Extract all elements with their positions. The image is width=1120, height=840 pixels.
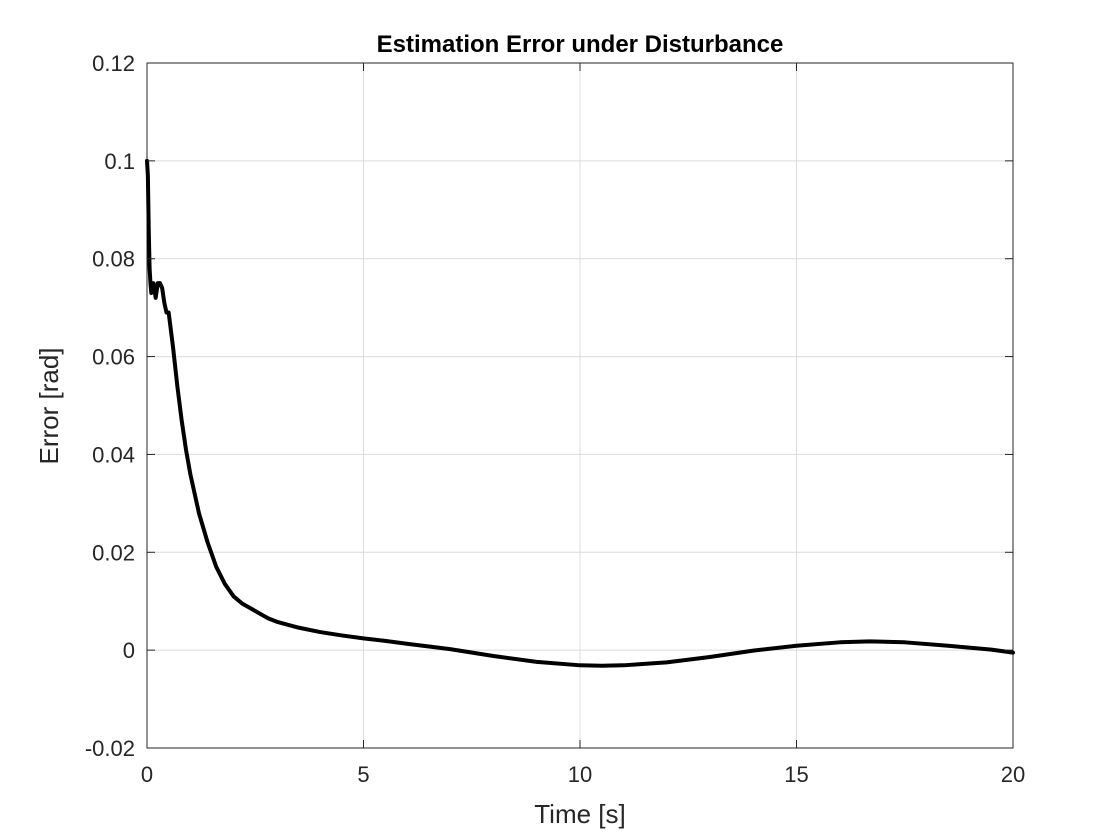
x-tick-label: 10: [568, 762, 592, 787]
y-tick-label: 0.04: [92, 442, 135, 467]
x-tick-label: 0: [141, 762, 153, 787]
x-tick-label: 20: [1001, 762, 1025, 787]
x-axis-label: Time [s]: [534, 799, 625, 829]
y-tick-label: 0: [123, 638, 135, 663]
series-line: [145, 158, 1015, 668]
x-tick-label: 5: [357, 762, 369, 787]
y-axis-label: Error [rad]: [34, 347, 64, 464]
y-tick-label: 0.02: [92, 540, 135, 565]
chart-title: Estimation Error under Disturbance: [377, 31, 784, 58]
y-tick-label: 0.08: [92, 247, 135, 272]
tick-marks: [146, 62, 1014, 749]
x-tick-labels: 0 5 10 15 20: [141, 762, 1025, 787]
y-tick-label: 0.1: [104, 149, 135, 174]
x-tick-label: 15: [784, 762, 808, 787]
y-tick-label: 0.06: [92, 345, 135, 370]
y-tick-label: 0.12: [92, 51, 135, 76]
grid: [147, 63, 1013, 748]
y-tick-labels: -0.02 0 0.02 0.04 0.06 0.08 0.1 0.12: [85, 51, 135, 761]
y-tick-label: -0.02: [85, 736, 135, 761]
series-layer: [145, 158, 1015, 668]
